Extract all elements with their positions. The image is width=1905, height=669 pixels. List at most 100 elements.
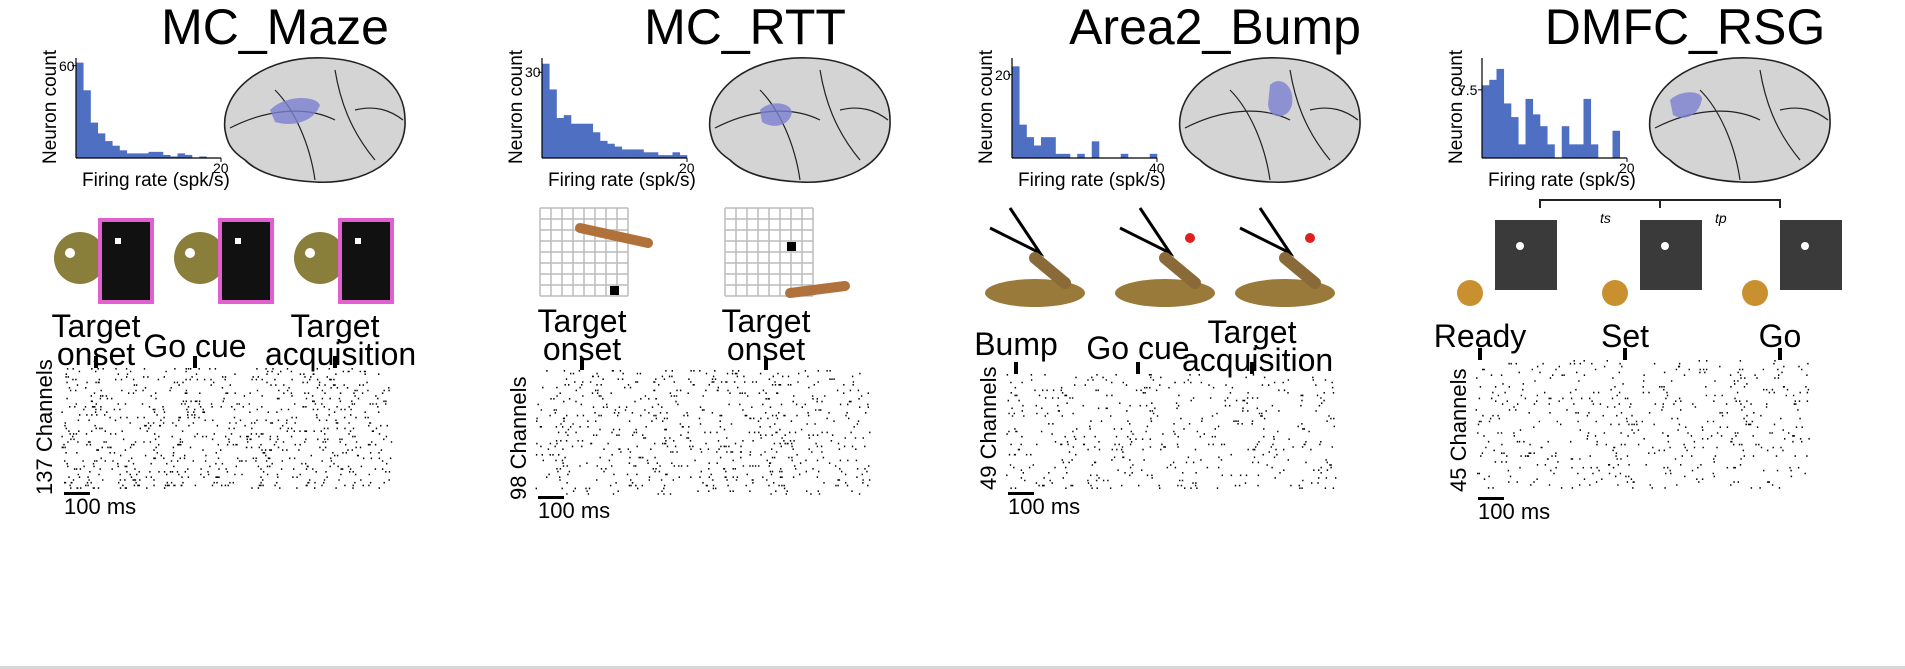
brain-sulci <box>1654 69 1829 181</box>
event-tick-mark <box>1623 348 1627 360</box>
task-illustration <box>539 207 850 298</box>
display-screen <box>1640 220 1702 290</box>
histogram-bar <box>97 133 106 158</box>
histogram-bar <box>1489 79 1497 158</box>
event-label-line: Ready <box>1433 318 1527 354</box>
hist-x-tick-label: 20 <box>1619 160 1635 176</box>
manipulandum-arm <box>989 207 1045 257</box>
hist-y-tick-label: 30 <box>525 64 541 81</box>
fixation-point <box>1801 242 1809 250</box>
event-label-line: acquisition <box>265 336 417 372</box>
monkey-icon <box>1457 280 1483 306</box>
monkey-icon <box>54 232 106 284</box>
event-tick-mark <box>193 356 197 368</box>
event-tick-mark <box>1014 362 1018 374</box>
event-tick-mark <box>1250 362 1254 374</box>
event-tick-mark <box>333 356 337 368</box>
monkey-eye-icon <box>185 248 195 258</box>
event-tick-mark <box>580 358 584 370</box>
firing-rate-histogram <box>1478 58 1628 162</box>
raster-channels-label: 98 Channels <box>506 376 531 500</box>
histogram-bar <box>592 132 601 158</box>
histogram-bar <box>1019 124 1027 158</box>
hist-x-label: Firing rate (spk/s) <box>548 170 696 191</box>
hist-y-label: Neuron count <box>506 49 527 164</box>
histogram-bar <box>1033 145 1042 158</box>
hist-y-tick-label: 7.5 <box>1458 81 1478 98</box>
recorded-brain-region <box>270 98 320 125</box>
panel-title: Area2_Bump <box>1069 0 1361 55</box>
hist-y-label: Neuron count <box>1446 49 1467 164</box>
monkey-icon <box>174 232 226 284</box>
scale-bar-label: 100 ms <box>1478 499 1551 524</box>
monkey-arm <box>575 223 653 248</box>
scale-bar <box>64 492 90 495</box>
histogram-bar <box>571 123 579 158</box>
event-label-line: acquisition <box>1182 342 1334 378</box>
display-screen <box>1780 220 1842 290</box>
histogram-bar <box>83 90 91 158</box>
firing-rate-histogram <box>538 58 688 162</box>
histogram-bar <box>184 154 193 158</box>
histogram-bar <box>1012 66 1020 158</box>
histogram-bar <box>578 123 586 158</box>
histogram-bar <box>155 151 164 158</box>
histogram-bar <box>643 152 652 158</box>
histogram-bar <box>1048 137 1056 158</box>
brain-illustration <box>1178 57 1361 183</box>
histogram-bar <box>163 154 171 158</box>
histogram-bar <box>679 155 688 158</box>
histogram-bar <box>1041 137 1049 158</box>
event-tick-mark <box>1778 348 1782 360</box>
histogram-bar <box>199 156 207 158</box>
scale-bar <box>538 496 564 499</box>
event-label-2: Go <box>1710 318 1850 354</box>
fixation-point <box>1661 242 1669 250</box>
hist-y-tick-label: 20 <box>995 66 1011 83</box>
target-marker <box>115 238 121 244</box>
histogram-bar <box>1576 144 1584 158</box>
scale-bar <box>1478 497 1504 500</box>
histogram-bar <box>148 151 157 158</box>
histogram-bar <box>542 63 550 158</box>
histogram-bar <box>665 155 673 158</box>
hist-x-tick-label: 20 <box>679 160 695 176</box>
hist-x-label: Firing rate (spk/s) <box>1018 170 1166 191</box>
target-marker <box>355 238 361 244</box>
spike-raster <box>535 370 871 495</box>
panel-dmfc-rsg: DMFC_RSG 7.5 20 Neuron count Firing rate (sp… <box>1434 0 1905 669</box>
histogram-bar <box>1569 144 1577 158</box>
monkey-arm <box>1029 252 1071 289</box>
histogram-bar <box>1091 141 1100 158</box>
histogram-bar <box>170 156 178 158</box>
hist-y-label: Neuron count <box>976 49 997 164</box>
panel-title: DMFC_RSG <box>1544 0 1826 55</box>
firing-rate-histogram <box>1008 58 1158 162</box>
histogram-bar <box>600 140 608 158</box>
brain-outline <box>1178 57 1361 183</box>
task-illustration <box>54 218 394 304</box>
histogram-bar <box>119 150 128 158</box>
spike-ticks <box>61 368 393 489</box>
task-illustration: ts tp <box>1457 199 1842 306</box>
spike-raster <box>1475 360 1810 489</box>
event-label-0: Target onset <box>512 303 652 365</box>
monkey-icon <box>294 232 346 284</box>
panel-mc-maze: MC_Maze 60 20 Neuron count Firing rate (spk/… <box>32 0 510 669</box>
histogram-bar <box>563 115 572 158</box>
touch-screen <box>98 218 154 304</box>
event-label-2: Target acquisition <box>265 310 417 372</box>
event-tick-mark <box>764 358 768 370</box>
histogram-bar <box>614 146 623 158</box>
hist-x-label: Firing rate (spk/s) <box>1488 170 1636 191</box>
bottom-divider <box>0 666 1905 669</box>
panel-mc-rtt: MC_RTT 30 20 Neuron count Firing rate (spk/s… <box>506 0 980 669</box>
event-label-1: Go cue <box>1068 332 1208 364</box>
event-label-line: Target <box>537 303 627 339</box>
recorded-brain-region <box>1268 81 1293 117</box>
histogram-bar <box>658 155 666 158</box>
histogram-bar <box>1518 144 1526 158</box>
event-label-line: Go <box>1758 318 1802 354</box>
histogram-bar <box>1496 68 1505 158</box>
event-label-1: Target onset <box>696 305 836 365</box>
